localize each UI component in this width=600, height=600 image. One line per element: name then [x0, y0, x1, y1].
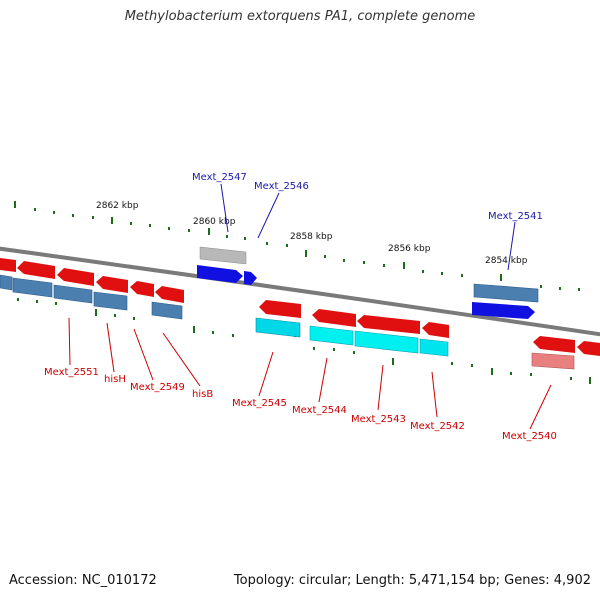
reverse-gene-arrow	[312, 309, 356, 327]
label-leaders	[68, 183, 552, 430]
cds-block	[151, 301, 183, 320]
kbp-label-2862: 2862 kbp	[96, 201, 139, 211]
kbp-label-2860: 2860 kbp	[193, 217, 236, 227]
kbp-label-2854: 2854 kbp	[485, 256, 528, 266]
cds-block	[93, 291, 128, 311]
kbp-label-2856: 2856 kbp	[388, 244, 431, 254]
reverse-gene-arrow	[577, 341, 600, 356]
gene-label-mext-2540: Mext_2540	[502, 431, 557, 442]
cds-block	[53, 284, 93, 304]
cds-blocks	[0, 274, 575, 370]
pseudo-block	[531, 352, 575, 370]
gene-label-mext-2551: Mext_2551	[44, 367, 99, 378]
inner-scale	[17, 298, 591, 384]
kbp-labels: 2862 kbp 2860 kbp 2858 kbp 2856 kbp 2854…	[96, 201, 528, 266]
reverse-strand	[0, 258, 600, 356]
forward-strand	[197, 246, 539, 319]
gene-label-mext-2542: Mext_2542	[410, 421, 465, 432]
cds-block	[255, 317, 301, 338]
gene-label-mext-2546: Mext_2546	[254, 181, 309, 192]
cds-block	[309, 325, 354, 346]
cds-block	[473, 283, 539, 303]
reverse-gene-arrow	[155, 286, 184, 303]
forward-gene-arrow	[244, 271, 257, 285]
genome-backbone	[0, 246, 600, 337]
cds-block	[419, 338, 449, 357]
reverse-gene-arrow	[533, 336, 575, 353]
pseudo-gene-block	[199, 246, 247, 265]
reverse-gene-arrow	[259, 300, 301, 318]
reverse-gene-arrow	[0, 258, 16, 272]
gene-label-hish: hisH	[104, 374, 126, 385]
forward-gene-arrow	[472, 302, 535, 319]
reverse-gene-arrow	[357, 315, 420, 334]
reverse-gene-arrow	[17, 261, 55, 279]
gene-label-mext-2543: Mext_2543	[351, 414, 406, 425]
gene-label-mext-2545: Mext_2545	[232, 398, 287, 409]
cds-block	[354, 330, 419, 354]
kbp-label-2858: 2858 kbp	[290, 232, 333, 242]
outer-scale	[14, 201, 580, 291]
gene-label-mext-2547: Mext_2547	[192, 172, 247, 183]
reverse-gene-arrow	[96, 276, 128, 293]
reverse-gene-arrow	[422, 322, 449, 338]
reverse-gene-arrow	[130, 281, 154, 297]
genome-summary-text: Topology: circular; Length: 5,471,154 bp…	[233, 573, 591, 588]
map-title: Methylobacterium extorquens PA1, complet…	[124, 9, 476, 24]
gene-label-mext-2544: Mext_2544	[292, 405, 347, 416]
reverse-gene-arrow	[57, 268, 94, 286]
gene-labels: Mext_2551 hisH Mext_2549 hisB Mext_2545 …	[44, 172, 557, 442]
gene-label-hisb: hisB	[192, 389, 213, 400]
gene-label-mext-2549: Mext_2549	[130, 382, 185, 393]
forward-gene-arrow	[197, 265, 243, 283]
accession-text: Accession: NC_010172	[9, 573, 157, 588]
cds-block	[12, 277, 53, 298]
cds-block	[0, 274, 13, 291]
gene-label-mext-2541: Mext_2541	[488, 211, 543, 222]
